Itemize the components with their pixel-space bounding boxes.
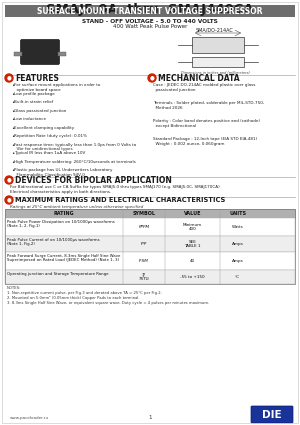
Text: Minimum
400: Minimum 400 [183, 223, 202, 231]
Text: ●: ● [7, 178, 11, 182]
Text: Amps: Amps [232, 259, 243, 263]
Text: Peak Pulse Power Dissipation on 10/1000μs waveforms
(Note 1, 2, Fig.1): Peak Pulse Power Dissipation on 10/1000μ… [7, 219, 115, 228]
Text: MAXIMUM RATINGS AND ELECTRICAL CHARACTERISTICS: MAXIMUM RATINGS AND ELECTRICAL CHARACTER… [15, 197, 225, 203]
Bar [5, 252, 295, 270]
FancyBboxPatch shape [20, 40, 59, 65]
Circle shape [148, 74, 156, 82]
Text: Watts: Watts [232, 225, 243, 229]
Bar [14, 52, 22, 56]
Text: SYMBOL: SYMBOL [133, 211, 155, 216]
Text: For Bidirectional use C or CA Suffix for types SMAJ5.0 thru types SMAJ170 (e.g. : For Bidirectional use C or CA Suffix for… [10, 185, 220, 194]
Text: NOTES:
1. Non-repetitive current pulse, per Fig.3 and derated above TA = 25°C pe: NOTES: 1. Non-repetitive current pulse, … [7, 286, 209, 305]
Text: RATING: RATING [54, 211, 74, 216]
Bar [192, 37, 244, 53]
Text: SURFACE MOUNT TRANSIENT VOLTAGE SUPPRESSOR: SURFACE MOUNT TRANSIENT VOLTAGE SUPPRESS… [37, 6, 263, 15]
Text: Excellent clamping capability: Excellent clamping capability [14, 125, 74, 130]
Text: Typical IR less than 1uA above 10V: Typical IR less than 1uA above 10V [14, 151, 85, 155]
Bar [5, 209, 295, 284]
Text: High Temperature soldering: 260°C/10seconds at terminals: High Temperature soldering: 260°C/10seco… [14, 159, 136, 164]
Text: Dimensions in inches and (millimeters): Dimensions in inches and (millimeters) [181, 71, 249, 75]
Text: For surface mount applications in order to
  optimize board space: For surface mount applications in order … [14, 83, 100, 92]
Text: PPPM: PPPM [139, 225, 149, 229]
Text: Peak Forward Surge Current, 8.3ms Single Half Sine Wave
Superimposed on Rated Lo: Peak Forward Surge Current, 8.3ms Single… [7, 253, 120, 262]
Text: VALUE: VALUE [184, 211, 201, 216]
Text: •: • [11, 117, 14, 122]
Text: www.paceloader.ru: www.paceloader.ru [10, 416, 49, 420]
Text: Case : JEDEC DO-214AC molded plastic over glass
  passivated junction: Case : JEDEC DO-214AC molded plastic ove… [153, 83, 255, 92]
Text: Amps: Amps [232, 242, 243, 246]
Text: Standard Package : 12-Inch tape (EIA STD EIA-481)
  Weight : 0.002 ounce, 0.060g: Standard Package : 12-Inch tape (EIA STD… [153, 137, 257, 146]
Text: •: • [11, 151, 14, 156]
Text: ●: ● [7, 198, 11, 202]
Text: Low profile package: Low profile package [14, 91, 55, 96]
Text: STAND - OFF VOLTAGE - 5.0 TO 440 VOLTS: STAND - OFF VOLTAGE - 5.0 TO 440 VOLTS [82, 19, 218, 24]
Text: •: • [11, 159, 14, 164]
Text: Glass passivated junction: Glass passivated junction [14, 108, 66, 113]
Text: •: • [11, 134, 14, 139]
Text: •: • [11, 168, 14, 173]
Text: FEATURES: FEATURES [15, 74, 59, 82]
Text: •: • [11, 125, 14, 130]
Bar [192, 57, 244, 67]
Text: Repetition Rate (duty cycle): 0.01%: Repetition Rate (duty cycle): 0.01% [14, 134, 87, 138]
Text: IPP: IPP [141, 242, 147, 246]
Text: Peak Pulse Current of on 10/1000μs waveforms
(Note 1, Fig.2): Peak Pulse Current of on 10/1000μs wavef… [7, 238, 100, 246]
Bar [5, 5, 295, 17]
Text: °C: °C [235, 275, 240, 279]
Circle shape [5, 74, 13, 82]
Text: ●: ● [7, 76, 11, 80]
Text: SMAJ5.0A  thru  SMAJ440CA: SMAJ5.0A thru SMAJ440CA [46, 3, 254, 16]
Text: Low inductance: Low inductance [14, 117, 46, 121]
Text: ●: ● [150, 76, 154, 80]
Text: •: • [11, 142, 14, 147]
Text: DIE: DIE [262, 410, 282, 419]
Text: •: • [11, 108, 14, 113]
Text: Operating junction and Storage Temperature Range: Operating junction and Storage Temperatu… [7, 272, 109, 275]
Text: 40: 40 [190, 259, 195, 263]
Text: •: • [11, 100, 14, 105]
Text: Plastic package has UL Underwriters Laboratory
  Flammability Classification 94V: Plastic package has UL Underwriters Labo… [14, 168, 112, 177]
Text: •: • [11, 91, 14, 96]
Text: MECHANICAL DATA: MECHANICAL DATA [158, 74, 240, 82]
Bar [5, 218, 295, 236]
Circle shape [5, 176, 13, 184]
Text: SMA/DO-214AC: SMA/DO-214AC [196, 27, 234, 32]
Text: Built-in strain relief: Built-in strain relief [14, 100, 53, 104]
Text: Terminals : Solder plated, solderable per MIL-STD-750,
  Method 2026: Terminals : Solder plated, solderable pe… [153, 101, 264, 110]
Text: 400 Watt Peak Pulse Power: 400 Watt Peak Pulse Power [113, 24, 187, 29]
Bar [5, 209, 295, 218]
Bar [5, 236, 295, 252]
Bar [5, 270, 295, 284]
FancyBboxPatch shape [251, 406, 293, 423]
Text: •: • [11, 83, 14, 88]
Text: 1: 1 [148, 415, 152, 420]
Text: Ratings at 25°C ambient temperature unless otherwise specified: Ratings at 25°C ambient temperature unle… [10, 205, 143, 209]
Text: -55 to +150: -55 to +150 [180, 275, 205, 279]
Text: Fast response time: typically less than 1.0ps from 0 Volts to
  Vbr for unidirec: Fast response time: typically less than … [14, 142, 136, 151]
Bar [58, 52, 66, 56]
Text: IFSM: IFSM [139, 259, 149, 263]
Text: UNITS: UNITS [229, 211, 246, 216]
Text: SEE
TABLE 1: SEE TABLE 1 [184, 240, 201, 248]
Text: DEVICES FOR BIPOLAR APPLICATION: DEVICES FOR BIPOLAR APPLICATION [15, 176, 172, 184]
Text: Polarity : Color band denotes positive and (cathode)
  except Bidirectional: Polarity : Color band denotes positive a… [153, 119, 260, 128]
Circle shape [5, 196, 13, 204]
Text: TJ
TSTG: TJ TSTG [139, 273, 149, 281]
